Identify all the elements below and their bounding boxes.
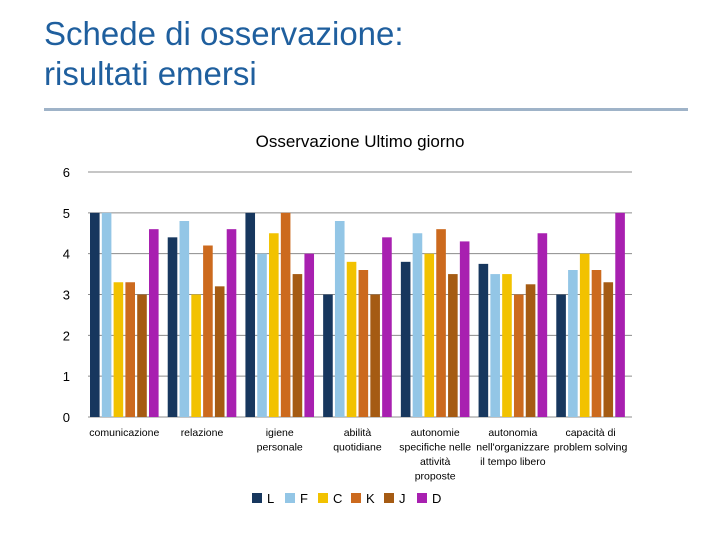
- bar-L-6: [478, 263, 489, 417]
- bar-J-2: [214, 286, 225, 417]
- bar-D-3: [304, 253, 315, 417]
- bar-C-1: [113, 282, 124, 417]
- bar-L-1: [90, 212, 100, 417]
- x-tick-label: relazione: [181, 427, 224, 439]
- y-tick-label: 0: [63, 410, 70, 425]
- x-tick-label: autonomia: [488, 427, 537, 439]
- y-tick-label: 4: [63, 247, 70, 262]
- title-divider: [44, 108, 688, 111]
- bar-J-1: [137, 294, 147, 417]
- legend-swatch-L: [252, 493, 262, 503]
- bar-F-6: [490, 274, 500, 417]
- x-tick-label: quotidiane: [333, 442, 382, 454]
- legend-swatch-F: [285, 493, 295, 503]
- bar-K-1: [125, 282, 135, 417]
- y-tick-label: 3: [63, 288, 70, 303]
- x-tick-label: problem solving: [554, 442, 628, 454]
- bar-C-6: [502, 274, 512, 417]
- chart-title: Osservazione Ultimo giorno: [255, 132, 465, 151]
- bar-F-5: [412, 233, 423, 417]
- legend-label-C: C: [333, 491, 342, 506]
- bar-J-5: [448, 274, 458, 417]
- x-tick-label: attività: [420, 456, 451, 468]
- bar-C-2: [191, 294, 201, 417]
- y-tick-label: 1: [63, 369, 70, 384]
- x-tick-label: igiene: [266, 427, 294, 439]
- y-tick-label: 2: [63, 328, 70, 343]
- bar-D-7: [615, 212, 625, 417]
- bar-K-6: [513, 294, 524, 417]
- bar-F-4: [334, 221, 345, 417]
- bar-D-1: [149, 229, 159, 417]
- legend-label-L: L: [267, 491, 274, 506]
- bar-F-7: [568, 270, 578, 417]
- x-tick-label: il tempo libero: [480, 456, 546, 468]
- bar-F-1: [101, 212, 112, 417]
- bar-J-6: [525, 284, 536, 417]
- bar-L-2: [167, 237, 178, 417]
- bar-D-6: [537, 233, 548, 417]
- bar-K-3: [280, 212, 291, 417]
- x-tick-label: nell'organizzare: [476, 442, 549, 454]
- bar-K-7: [591, 270, 602, 417]
- x-tick-label: proposte: [415, 471, 456, 483]
- bar-D-5: [459, 241, 470, 417]
- x-tick-label: specifiche nelle: [399, 442, 471, 454]
- legend-swatch-C: [318, 493, 328, 503]
- bar-J-4: [370, 294, 380, 417]
- bar-C-5: [424, 253, 435, 417]
- bar-K-4: [358, 270, 369, 417]
- bar-L-7: [556, 294, 566, 417]
- legend-swatch-D: [417, 493, 427, 503]
- y-tick-label: 6: [63, 165, 70, 180]
- x-tick-label: comunicazione: [89, 427, 159, 439]
- bar-K-2: [203, 245, 213, 417]
- bar-L-5: [400, 261, 411, 417]
- slide-title-line-2: risultati emersi: [44, 55, 257, 92]
- bar-D-4: [382, 237, 392, 417]
- bar-J-3: [292, 274, 303, 417]
- x-tick-label: capacità di: [565, 427, 615, 439]
- legend-label-J: J: [399, 491, 406, 506]
- bar-C-3: [269, 233, 279, 417]
- legend-swatch-K: [351, 493, 361, 503]
- legend-swatch-J: [384, 493, 394, 503]
- x-tick-label: personale: [257, 442, 303, 454]
- bar-C-7: [579, 253, 590, 417]
- legend-label-K: K: [366, 491, 375, 506]
- bar-C-4: [346, 261, 357, 417]
- bar-F-3: [257, 253, 267, 417]
- x-tick-label: autonomie: [411, 427, 460, 439]
- bar-K-5: [436, 229, 446, 417]
- legend-label-D: D: [432, 491, 441, 506]
- y-tick-label: 5: [63, 206, 70, 221]
- bar-L-4: [323, 294, 333, 417]
- slide-title: Schede di osservazione: risultati emersi: [44, 14, 684, 94]
- bar-J-7: [603, 282, 614, 417]
- bar-F-2: [179, 221, 190, 417]
- x-tick-label: abilità: [344, 427, 372, 439]
- legend-label-F: F: [300, 491, 308, 506]
- slide-title-line-1: Schede di osservazione:: [44, 15, 404, 52]
- bar-L-3: [245, 212, 256, 417]
- bar-D-2: [226, 229, 237, 417]
